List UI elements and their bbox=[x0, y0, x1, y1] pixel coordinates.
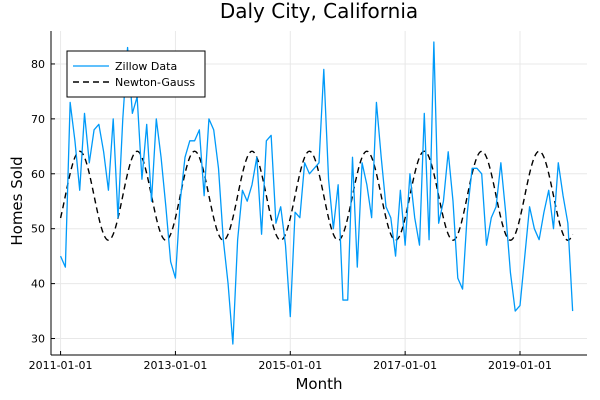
x-tick-label: 2019-01-01 bbox=[488, 359, 552, 372]
y-tick-label: 40 bbox=[31, 278, 45, 291]
y-tick-label: 80 bbox=[31, 58, 45, 71]
x-tick-label: 2011-01-01 bbox=[29, 359, 93, 372]
x-tick-label: 2017-01-01 bbox=[373, 359, 437, 372]
legend-label-newton-gauss: Newton-Gauss bbox=[115, 76, 195, 89]
axes bbox=[50, 31, 587, 356]
y-axis-ticks: 30 40 50 60 70 80 bbox=[31, 58, 55, 346]
x-axis-label: Month bbox=[295, 375, 342, 393]
series-zillow-data-line bbox=[59, 41, 574, 345]
x-tick-label: 2013-01-01 bbox=[143, 359, 207, 372]
y-tick-label: 60 bbox=[31, 168, 45, 181]
chart-title: Daly City, California bbox=[220, 0, 418, 23]
y-axis-label: Homes Sold bbox=[8, 156, 26, 245]
series-newton-gauss-line bbox=[59, 150, 574, 241]
y-tick-label: 30 bbox=[31, 333, 45, 346]
y-tick-label: 50 bbox=[31, 223, 45, 236]
legend-box bbox=[66, 50, 206, 98]
legend-label-zillow-data: Zillow Data bbox=[115, 60, 177, 73]
series-layer bbox=[59, 41, 574, 345]
x-tick-label: 2015-01-01 bbox=[258, 359, 322, 372]
y-tick-label: 70 bbox=[31, 113, 45, 126]
legend: Zillow Data Newton-Gauss bbox=[66, 50, 206, 98]
x-axis-ticks: 2011-01-01 2013-01-01 2015-01-01 2017-01-01… bbox=[29, 351, 552, 372]
